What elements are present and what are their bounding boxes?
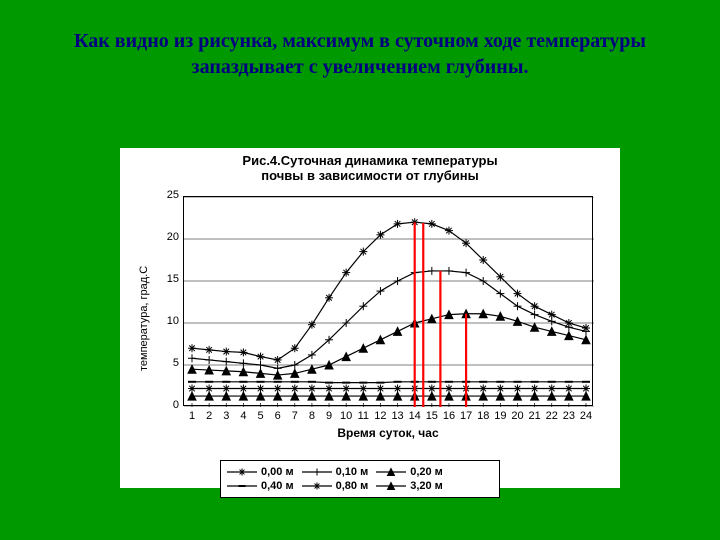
x-tick-label: 20 bbox=[510, 410, 524, 422]
y-tick-label: 15 bbox=[167, 273, 179, 285]
plot-svg bbox=[184, 197, 594, 407]
legend-label: 0,40 м bbox=[261, 480, 294, 492]
legend-item: 0,20 м bbox=[376, 466, 443, 478]
chart-panel: Рис.4.Суточная динамика температуры почв… bbox=[120, 148, 620, 488]
plot-area bbox=[183, 196, 593, 406]
legend-label: 0,80 м bbox=[336, 480, 369, 492]
y-tick-label: 0 bbox=[173, 399, 179, 411]
legend-item: 0,80 м bbox=[302, 480, 369, 492]
x-tick-label: 4 bbox=[236, 410, 250, 422]
legend-label: 0,10 м bbox=[336, 466, 369, 478]
x-axis-label: Время суток, час bbox=[183, 426, 593, 440]
chart-title-line2: почвы в зависимости от глубины bbox=[120, 169, 620, 184]
x-tick-label: 19 bbox=[493, 410, 507, 422]
x-tick-label: 8 bbox=[305, 410, 319, 422]
x-tick-label: 21 bbox=[528, 410, 542, 422]
x-tick-label: 24 bbox=[579, 410, 593, 422]
legend-item: 0,10 м bbox=[302, 466, 369, 478]
x-tick-label: 3 bbox=[219, 410, 233, 422]
legend-label: 0,00 м bbox=[261, 466, 294, 478]
x-tick-label: 13 bbox=[391, 410, 405, 422]
slide-heading: Как видно из рисунка, максимум в суточно… bbox=[0, 28, 720, 80]
x-tick-label: 2 bbox=[202, 410, 216, 422]
x-tick-label: 16 bbox=[442, 410, 456, 422]
legend-label: 0,20 м bbox=[410, 466, 443, 478]
y-axis-label: температура, град.С bbox=[138, 266, 150, 371]
x-tick-label: 22 bbox=[545, 410, 559, 422]
x-tick-label: 5 bbox=[254, 410, 268, 422]
x-tick-label: 12 bbox=[373, 410, 387, 422]
chart-title-line1: Рис.4.Суточная динамика температуры bbox=[120, 154, 620, 169]
x-tick-label: 10 bbox=[339, 410, 353, 422]
x-tick-label: 11 bbox=[356, 410, 370, 422]
x-tick-label: 18 bbox=[476, 410, 490, 422]
x-tick-label: 23 bbox=[562, 410, 576, 422]
x-tick-label: 7 bbox=[288, 410, 302, 422]
legend: 0,00 м 0,10 м 0,20 м 0,40 м 0,80 м 3,20 м bbox=[220, 460, 500, 498]
y-tick-label: 5 bbox=[173, 357, 179, 369]
chart-title: Рис.4.Суточная динамика температуры почв… bbox=[120, 154, 620, 184]
legend-item: 3,20 м bbox=[376, 480, 443, 492]
legend-item: 0,00 м bbox=[227, 466, 294, 478]
x-tick-label: 9 bbox=[322, 410, 336, 422]
y-tick-label: 20 bbox=[167, 231, 179, 243]
y-tick-label: 25 bbox=[167, 189, 179, 201]
slide: Как видно из рисунка, максимум в суточно… bbox=[0, 0, 720, 540]
x-tick-label: 6 bbox=[271, 410, 285, 422]
legend-item: 0,40 м bbox=[227, 480, 294, 492]
y-tick-label: 10 bbox=[167, 315, 179, 327]
x-tick-label: 14 bbox=[408, 410, 422, 422]
x-tick-label: 15 bbox=[425, 410, 439, 422]
x-tick-label: 17 bbox=[459, 410, 473, 422]
legend-label: 3,20 м bbox=[410, 480, 443, 492]
x-tick-label: 1 bbox=[185, 410, 199, 422]
